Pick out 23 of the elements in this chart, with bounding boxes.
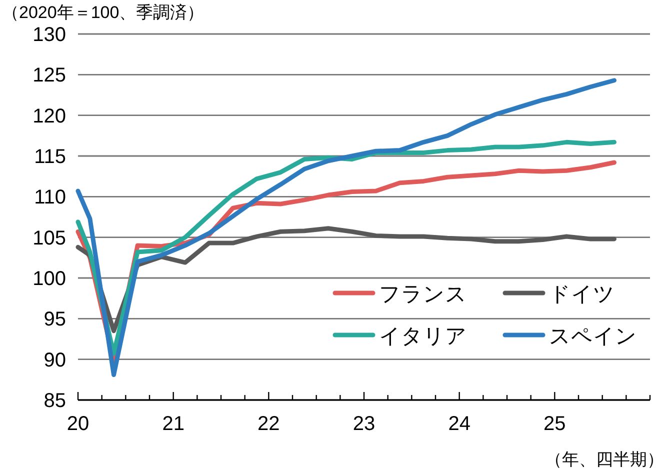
y-tick-label: 120 bbox=[32, 105, 66, 128]
y-tick-label: 105 bbox=[32, 227, 66, 250]
legend-label: スペイン bbox=[549, 325, 637, 348]
y-tick-label: 125 bbox=[32, 64, 66, 87]
line-series bbox=[76, 78, 616, 378]
x-tick-label: 24 bbox=[448, 413, 470, 435]
legend-label: ドイツ bbox=[549, 283, 615, 306]
legend-label: フランス bbox=[379, 283, 467, 306]
y-tick-label: 85 bbox=[44, 390, 66, 412]
x-tick-label: 23 bbox=[352, 413, 376, 435]
y-tick-label: 115 bbox=[34, 146, 66, 168]
y-tick-label: 100 bbox=[32, 268, 66, 290]
y-tick-label: 130 bbox=[32, 24, 66, 46]
y-axis-title: （2020年＝100、季調済） bbox=[2, 3, 204, 22]
x-axis-title: （年、四半期） bbox=[545, 450, 664, 469]
x-tick-label: 25 bbox=[544, 413, 566, 435]
y-tick-label: 110 bbox=[34, 186, 66, 209]
x-tick-label: 21 bbox=[162, 413, 184, 435]
y-tick-label: 90 bbox=[44, 349, 66, 372]
legend-label: イタリア bbox=[379, 325, 467, 348]
x-tick-label: 20 bbox=[66, 413, 90, 435]
y-tick-label: 95 bbox=[44, 308, 66, 331]
x-tick-label: 22 bbox=[258, 413, 280, 435]
